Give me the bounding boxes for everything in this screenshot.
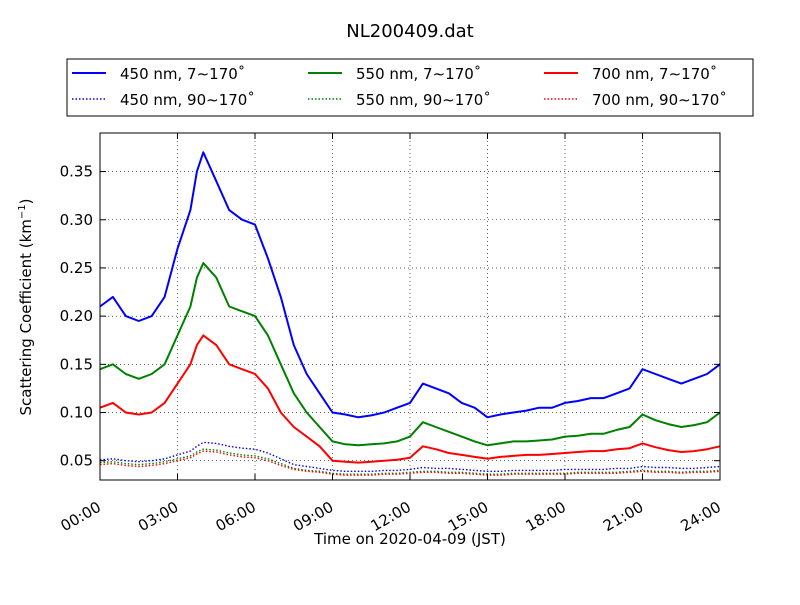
y-tick-label: 0.25 <box>60 259 93 277</box>
series-line-6 <box>99 450 721 476</box>
y-axis-label: Scattering Coefficient (km−1) <box>17 198 35 415</box>
y-tick-label: 0.15 <box>60 355 93 373</box>
y-axis-label-exp: −1 <box>17 204 28 219</box>
legend-label-2: 550 nm, 7∼170˚ <box>356 65 481 83</box>
series-line-3 <box>99 334 721 464</box>
x-tick-label: 00:00 <box>58 498 104 535</box>
chart-title: NL200409.dat <box>346 21 473 42</box>
series-line-5 <box>99 448 721 475</box>
x-tick-label: 06:00 <box>213 498 259 535</box>
y-tick-label: 0.20 <box>60 307 93 325</box>
axes: 00:00 03:00 06:00 09:00 12:00 15:00 18:00 21:00… <box>58 132 724 535</box>
y-axis-label-close: ) <box>17 198 35 204</box>
legend-label-3: 700 nm, 7∼170˚ <box>592 65 717 83</box>
y-tick-label: 0.05 <box>60 452 93 470</box>
x-tick-label: 21:00 <box>600 498 646 535</box>
legend-box <box>66 58 754 117</box>
series-layer <box>99 151 721 476</box>
series-line-1 <box>99 151 721 419</box>
y-axis-label-base: Scattering Coefficient (km <box>17 219 35 415</box>
y-tick-label: 0.35 <box>60 163 93 181</box>
x-tick-label: 24:00 <box>678 498 724 535</box>
series-line-4 <box>99 441 721 472</box>
y-tick-label: 0.30 <box>60 211 93 229</box>
x-tick-label: 03:00 <box>135 498 181 535</box>
chart-legend: 450 nm, 7∼170˚ 550 nm, 7∼170˚ 700 nm, 7∼17… <box>66 58 754 117</box>
legend-label-5: 550 nm, 90∼170˚ <box>356 91 491 109</box>
y-tick-label: 0.10 <box>60 404 93 422</box>
legend-label-4: 450 nm, 90∼170˚ <box>120 91 255 109</box>
legend-label-1: 450 nm, 7∼170˚ <box>120 65 245 83</box>
grid-lines <box>100 133 720 480</box>
series-line-2 <box>99 262 721 447</box>
legend-label-6: 700 nm, 90∼170˚ <box>592 91 727 109</box>
x-tick-label: 18:00 <box>523 498 569 535</box>
x-axis-label: Time on 2020-04-09 (JST) <box>313 530 506 548</box>
